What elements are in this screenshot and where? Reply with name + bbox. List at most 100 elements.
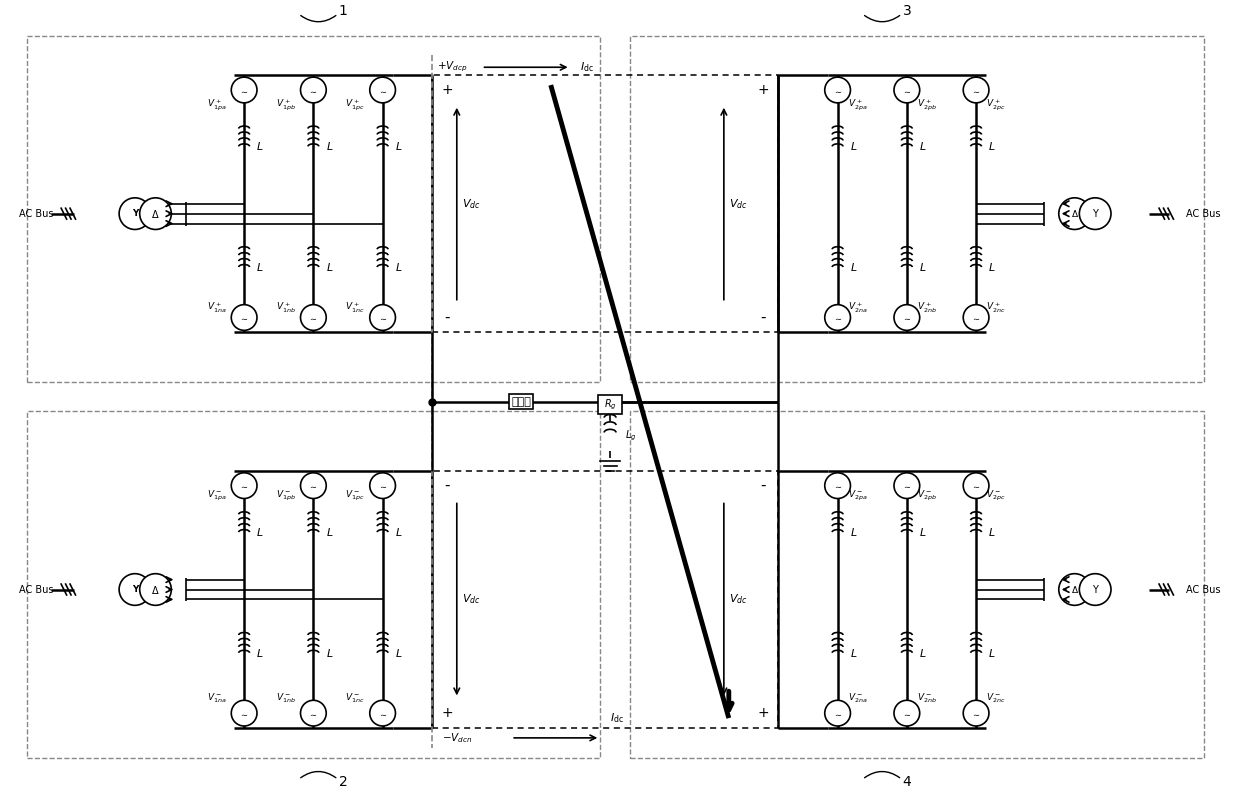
Circle shape	[894, 77, 920, 103]
Circle shape	[1079, 574, 1111, 606]
Circle shape	[825, 305, 851, 330]
Circle shape	[963, 77, 990, 103]
Text: $V^-_{2na}$: $V^-_{2na}$	[848, 691, 867, 705]
Text: $V^-_{2pa}$: $V^-_{2pa}$	[848, 489, 867, 502]
Text: L: L	[851, 263, 857, 273]
Text: L: L	[920, 528, 926, 538]
Text: Y: Y	[131, 209, 138, 218]
Text: $\sim$: $\sim$	[309, 710, 319, 718]
Circle shape	[119, 198, 151, 230]
Text: 中性点: 中性点	[511, 397, 531, 406]
Text: $\sim$: $\sim$	[378, 482, 387, 491]
Text: $V^+_{1nb}$: $V^+_{1nb}$	[275, 301, 295, 314]
Text: $V^+_{2nb}$: $V^+_{2nb}$	[916, 301, 936, 314]
Circle shape	[963, 473, 990, 498]
Circle shape	[300, 700, 326, 726]
Text: L: L	[326, 528, 332, 538]
Text: AC Bus: AC Bus	[19, 209, 53, 218]
Text: AC Bus: AC Bus	[19, 585, 53, 594]
Text: Y: Y	[1092, 585, 1099, 594]
Text: $I_{\rm dc}$: $I_{\rm dc}$	[580, 60, 594, 74]
Circle shape	[1059, 198, 1090, 230]
Text: $V^-_{1nb}$: $V^-_{1nb}$	[275, 691, 295, 705]
Text: L: L	[396, 649, 402, 659]
Text: L: L	[257, 528, 263, 538]
Text: 3: 3	[903, 4, 911, 18]
Text: $L_g$: $L_g$	[625, 429, 636, 443]
Text: L: L	[396, 528, 402, 538]
Text: $\Delta$: $\Delta$	[1070, 208, 1079, 219]
Circle shape	[300, 77, 326, 103]
Text: $-V_{dcn}$: $-V_{dcn}$	[441, 731, 472, 745]
Bar	[432, 471, 779, 728]
Circle shape	[232, 305, 257, 330]
Text: $\Delta$: $\Delta$	[1070, 584, 1079, 595]
Text: $\Delta$: $\Delta$	[151, 208, 160, 220]
Circle shape	[825, 700, 851, 726]
Circle shape	[1059, 574, 1090, 606]
Circle shape	[370, 305, 396, 330]
Text: $\sim$: $\sim$	[309, 314, 319, 323]
Text: $\sim$: $\sim$	[378, 710, 387, 718]
Circle shape	[119, 574, 151, 606]
Circle shape	[1079, 198, 1111, 230]
Text: $\sim$: $\sim$	[309, 86, 319, 95]
Circle shape	[232, 700, 257, 726]
Bar	[630, 411, 1204, 758]
Text: $V^-_{1pa}$: $V^-_{1pa}$	[207, 489, 226, 502]
Text: $\sim$: $\sim$	[833, 710, 842, 718]
Text: +: +	[441, 706, 453, 720]
Text: -: -	[444, 478, 450, 493]
Text: $V^-_{1nc}$: $V^-_{1nc}$	[345, 691, 365, 705]
Text: $R_g$: $R_g$	[604, 398, 616, 412]
Text: $\Delta$: $\Delta$	[151, 583, 160, 595]
Text: $V^-_{1na}$: $V^-_{1na}$	[207, 691, 226, 705]
Text: $V^+_{2pb}$: $V^+_{2pb}$	[916, 98, 936, 112]
Text: L: L	[990, 263, 996, 273]
Circle shape	[894, 700, 920, 726]
Text: L: L	[396, 263, 402, 273]
Text: $V^+_{2na}$: $V^+_{2na}$	[848, 301, 867, 314]
Text: $\sim$: $\sim$	[971, 86, 981, 95]
Circle shape	[300, 305, 326, 330]
Text: AC Bus: AC Bus	[1187, 209, 1221, 218]
Text: $V^+_{1nc}$: $V^+_{1nc}$	[345, 301, 365, 314]
Bar	[598, 394, 622, 414]
Text: L: L	[920, 263, 926, 273]
Text: $\sim$: $\sim$	[833, 86, 842, 95]
Text: L: L	[990, 528, 996, 538]
Circle shape	[894, 473, 920, 498]
Text: -: -	[444, 310, 450, 325]
Text: L: L	[851, 649, 857, 659]
Text: $\sim$: $\sim$	[971, 314, 981, 323]
Text: $V^-_{2nc}$: $V^-_{2nc}$	[986, 691, 1006, 705]
Text: +: +	[441, 83, 453, 97]
Text: L: L	[257, 142, 263, 152]
Text: $\sim$: $\sim$	[901, 86, 911, 95]
Text: L: L	[920, 649, 926, 659]
Circle shape	[370, 473, 396, 498]
Circle shape	[825, 77, 851, 103]
Text: $\sim$: $\sim$	[378, 314, 387, 323]
Text: +: +	[758, 706, 769, 720]
Text: $+V_{dcp}$: $+V_{dcp}$	[436, 60, 467, 74]
Circle shape	[232, 473, 257, 498]
Text: $\sim$: $\sim$	[378, 86, 387, 95]
Text: L: L	[257, 649, 263, 659]
Text: L: L	[920, 142, 926, 152]
Text: $V^-_{2pb}$: $V^-_{2pb}$	[916, 489, 936, 502]
Text: L: L	[326, 649, 332, 659]
Circle shape	[963, 700, 990, 726]
Text: $\sim$: $\sim$	[901, 482, 911, 491]
Text: -: -	[760, 310, 766, 325]
Text: $V^+_{1pb}$: $V^+_{1pb}$	[275, 98, 295, 112]
Text: $V^+_{1pa}$: $V^+_{1pa}$	[207, 98, 226, 112]
Text: $\sim$: $\sim$	[239, 86, 249, 95]
Text: $V^+_{2pa}$: $V^+_{2pa}$	[848, 98, 867, 112]
Circle shape	[300, 473, 326, 498]
Circle shape	[232, 77, 257, 103]
Text: $\sim$: $\sim$	[971, 482, 981, 491]
Text: Y: Y	[1092, 209, 1099, 218]
Text: $V_{dc}$: $V_{dc}$	[463, 593, 481, 606]
Text: $V^-_{1pc}$: $V^-_{1pc}$	[345, 489, 365, 502]
